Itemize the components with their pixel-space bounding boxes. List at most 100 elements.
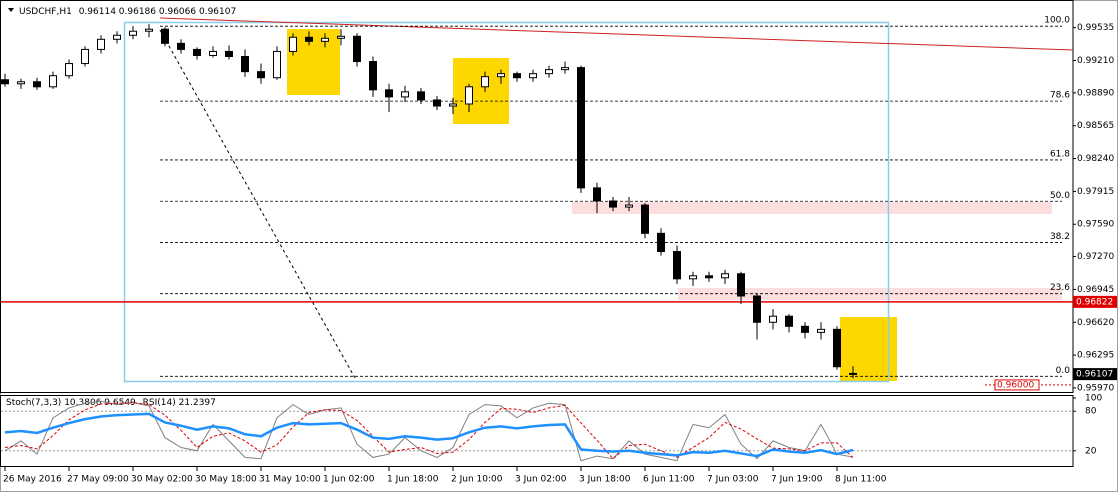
indicator-line: [4, 400, 854, 462]
trend-line: [159, 17, 1074, 51]
candle-body: [481, 76, 489, 88]
candle-body: [593, 187, 601, 202]
low-value: 0.96066: [159, 7, 196, 17]
fib-trend: [159, 29, 356, 379]
zone: [572, 202, 1052, 214]
candle-body: [97, 38, 105, 50]
candle-body: [785, 315, 793, 327]
highlight-box: [453, 58, 509, 124]
candle-body: [385, 89, 393, 98]
x-tick-label: 30 May 18:00: [195, 475, 257, 485]
candle-body: [193, 48, 201, 56]
high-value: 0.96186: [119, 7, 156, 17]
x-tick-label: 2 Jun 10:00: [451, 475, 503, 485]
alert-tag: [994, 379, 1040, 391]
y-tick-label: 0.98240: [1077, 154, 1114, 164]
last-value: 10.3806: [64, 398, 101, 408]
candle-body: [721, 273, 729, 279]
candle-body: [417, 91, 425, 101]
fib-label: 78.6: [1050, 91, 1070, 101]
y-tick-label: 0.97915: [1077, 187, 1114, 197]
candle-body: [241, 55, 249, 73]
candle-body: [833, 328, 841, 368]
y-tick-label: 0.96620: [1077, 318, 1114, 328]
candle-body: [145, 28, 153, 32]
x-tick-label: 26 May 2016: [3, 475, 62, 485]
last-value: 9.6549: [104, 398, 136, 408]
y-tick-label: 0.99535: [1077, 23, 1114, 33]
candle-body: [209, 50, 217, 56]
x-tick-label: 27 May 09:00: [67, 475, 129, 485]
highlight-box: [840, 317, 897, 381]
candle-body: [641, 204, 649, 234]
candle-body: [129, 30, 137, 36]
x-tick-label: 8 Jun 11:00: [835, 475, 887, 485]
candle-body: [801, 325, 809, 333]
open-value: 0.96114: [79, 7, 116, 17]
series-name: Stoch(7,3,3): [6, 398, 61, 408]
candle-body: [273, 50, 281, 79]
price-tag-label: 0.96107: [1076, 370, 1113, 380]
candle-body: [81, 48, 89, 65]
chart-header: USDCHF,H1 0.96114 0.96186 0.96066 0.9610…: [19, 7, 236, 17]
candle-body: [321, 37, 329, 42]
fib-label: 61.8: [1050, 149, 1070, 159]
x-tick-label: 30 May 02:00: [131, 475, 193, 485]
x-tick-label: 7 Jun 19:00: [771, 475, 823, 485]
x-tick-label: 3 Jun 18:00: [579, 475, 631, 485]
candle-body: [817, 328, 825, 333]
series-name: RSI(14): [143, 398, 176, 408]
candle-body: [689, 275, 697, 280]
candle-body: [673, 251, 681, 280]
y-tick-label: 0.97590: [1077, 220, 1114, 230]
candle-body: [769, 315, 777, 323]
level-tag: [1073, 295, 1117, 308]
level-tag-label: 0.96822: [1076, 297, 1113, 307]
candle-body: [465, 86, 473, 105]
candle-body: [113, 34, 121, 40]
candle-body: [657, 232, 665, 253]
fib-label: 23.6: [1050, 283, 1070, 293]
indicator-pane: [0, 395, 1074, 467]
candle-body: [49, 75, 57, 88]
x-tick-label: 6 Jun 11:00: [643, 475, 695, 485]
candle-body: [737, 273, 745, 297]
candle-body: [17, 81, 25, 85]
close-value: 0.96107: [199, 7, 236, 17]
candle-body: [289, 36, 297, 52]
y-tick-label: 0.98565: [1077, 121, 1114, 131]
candle-body: [337, 35, 345, 39]
candle-body: [65, 63, 73, 77]
candle-body: [849, 372, 857, 375]
menu-arrow: [8, 8, 14, 12]
fib-label: 0.0: [1056, 366, 1071, 376]
indicator-line: [4, 412, 854, 458]
fib-label: 50.0: [1050, 191, 1070, 201]
candle-body: [449, 103, 457, 107]
indicator-line: [4, 402, 854, 460]
candle-body: [577, 67, 585, 189]
candle-body: [561, 67, 569, 71]
candle-body: [161, 28, 169, 44]
candle-body: [513, 73, 521, 79]
candle-body: [705, 275, 713, 279]
candle-body: [609, 200, 617, 208]
alert-tag-label: 0.96000: [997, 380, 1034, 390]
x-tick-label: 7 Jun 03:00: [707, 475, 759, 485]
y-tick-label: 100: [1085, 394, 1102, 404]
candle-body: [753, 295, 761, 323]
y-tick-label: 0.97270: [1077, 252, 1114, 262]
candle-body: [545, 69, 553, 75]
symbol: USDCHF,H1: [19, 7, 72, 17]
x-tick-label: 1 Jun 02:00: [323, 475, 375, 485]
fib-label: 100.0: [1044, 16, 1070, 26]
y-tick-label: 0.96945: [1077, 285, 1114, 295]
y-tick-label: 0.99210: [1077, 56, 1114, 66]
x-tick-label: 31 May 10:00: [259, 475, 321, 485]
y-tick-label: 80: [1085, 407, 1097, 417]
range-box: [123, 21, 890, 383]
candle-body: [305, 36, 313, 42]
